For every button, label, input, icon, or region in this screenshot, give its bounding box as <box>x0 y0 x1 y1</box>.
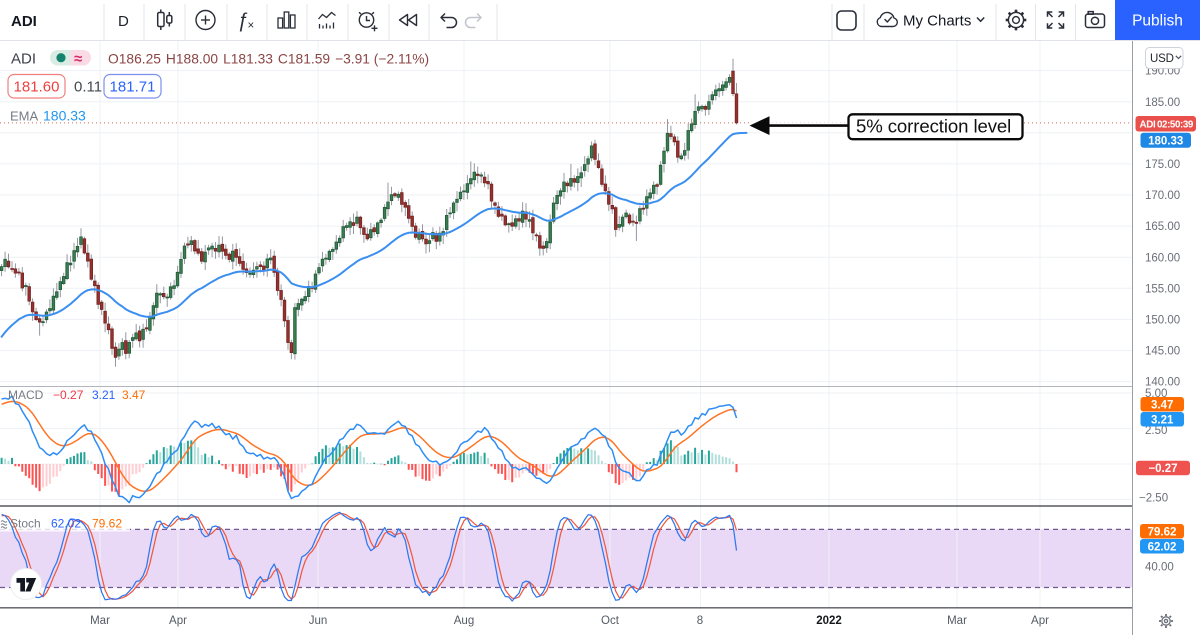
svg-text:180.33: 180.33 <box>43 108 86 124</box>
svg-text:2.50: 2.50 <box>1145 425 1167 437</box>
svg-text:Apr: Apr <box>169 615 187 627</box>
svg-text:5% correction level: 5% correction level <box>856 115 1011 136</box>
svg-text:≈: ≈ <box>74 51 82 68</box>
svg-text:165.00: 165.00 <box>1145 221 1180 233</box>
svg-text:155.00: 155.00 <box>1145 283 1180 295</box>
svg-text:−0.27: −0.27 <box>1148 463 1177 475</box>
svg-text:Mar: Mar <box>90 615 110 627</box>
svg-text:145.00: 145.00 <box>1145 346 1180 358</box>
svg-text:62.02: 62.02 <box>51 517 81 531</box>
svg-text:181.60: 181.60 <box>14 79 60 96</box>
svg-text:160.00: 160.00 <box>1145 252 1180 264</box>
svg-text:−0.27: −0.27 <box>53 388 84 402</box>
svg-text:Jun: Jun <box>309 615 328 627</box>
svg-text:Oct: Oct <box>601 615 620 627</box>
svg-text:185.00: 185.00 <box>1145 97 1180 109</box>
svg-text:150.00: 150.00 <box>1145 315 1180 327</box>
svg-text:D: D <box>118 13 129 30</box>
svg-text:02:50:39: 02:50:39 <box>1157 120 1194 131</box>
svg-text:62.02: 62.02 <box>1148 541 1177 553</box>
svg-text:Apr: Apr <box>1031 615 1049 627</box>
svg-text:ADI: ADI <box>1140 120 1157 131</box>
svg-text:×: × <box>248 20 255 32</box>
svg-text:ADI: ADI <box>11 51 36 68</box>
svg-text:O186.25 H188.00 L181.33 C18: O186.25 H188.00 L181.33 C181.59 −3.91 (−… <box>108 52 429 67</box>
svg-text:79.62: 79.62 <box>1148 526 1177 538</box>
svg-text:181.71: 181.71 <box>110 79 156 96</box>
svg-text:79.62: 79.62 <box>92 517 122 531</box>
svg-text:EMA: EMA <box>10 109 39 124</box>
svg-text:0.11: 0.11 <box>74 79 102 96</box>
svg-text:ƒ: ƒ <box>237 10 248 32</box>
svg-text:Aug: Aug <box>454 615 474 627</box>
svg-text:3.21: 3.21 <box>92 388 116 402</box>
svg-text:8: 8 <box>697 615 703 627</box>
svg-text:40.00: 40.00 <box>1145 562 1174 574</box>
svg-text:Publish: Publish <box>1132 13 1183 30</box>
svg-text:−2.50: −2.50 <box>1139 493 1168 505</box>
svg-text:3.21: 3.21 <box>1151 414 1174 426</box>
svg-text:MACD: MACD <box>8 388 44 402</box>
svg-text:175.00: 175.00 <box>1145 159 1180 171</box>
svg-text:170.00: 170.00 <box>1145 190 1180 202</box>
svg-text:3.47: 3.47 <box>122 388 146 402</box>
svg-text:ADI: ADI <box>11 13 37 30</box>
svg-text:USD: USD <box>1150 53 1174 65</box>
svg-text:My Charts: My Charts <box>903 13 971 30</box>
svg-text:Stoch: Stoch <box>10 517 41 531</box>
svg-text:2022: 2022 <box>816 615 842 627</box>
svg-text:180.33: 180.33 <box>1148 135 1183 147</box>
svg-text:3.47: 3.47 <box>1151 399 1173 411</box>
svg-text:140.00: 140.00 <box>1145 377 1180 389</box>
svg-text:Mar: Mar <box>947 615 967 627</box>
